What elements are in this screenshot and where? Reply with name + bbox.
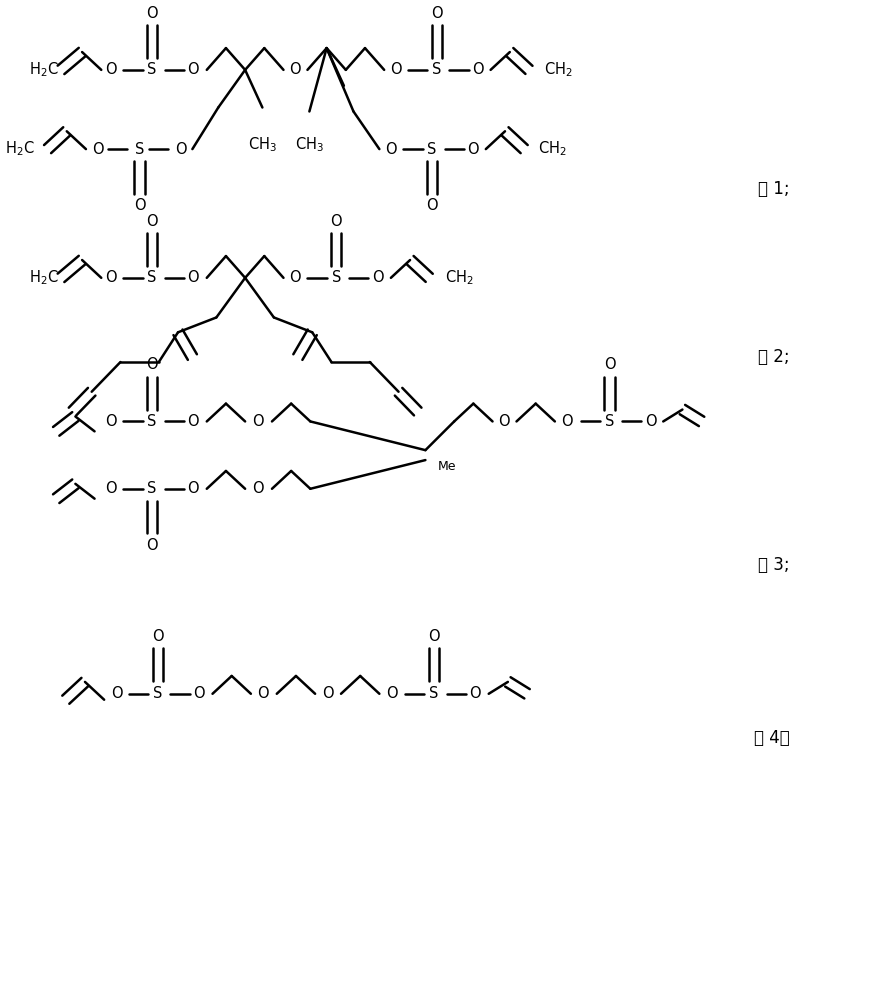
Text: O: O [146,214,158,229]
Text: O: O [105,270,117,285]
Text: S: S [604,414,613,429]
Text: Me: Me [437,460,455,473]
Text: S: S [147,270,157,285]
Text: O: O [187,270,199,285]
Text: O: O [111,686,122,701]
Text: O: O [187,414,199,429]
Text: O: O [385,686,397,701]
Text: O: O [431,6,442,21]
Text: O: O [134,198,145,213]
Text: O: O [152,629,164,644]
Text: O: O [175,142,186,157]
Text: 式 2;: 式 2; [758,348,789,366]
Text: S: S [147,62,157,77]
Text: O: O [472,62,484,77]
Text: O: O [252,481,263,496]
Text: $\mathregular{H_2C}$: $\mathregular{H_2C}$ [4,140,35,158]
Text: O: O [385,142,396,157]
Text: S: S [427,142,436,157]
Text: O: O [561,414,572,429]
Text: O: O [289,62,300,77]
Text: $\mathregular{CH_2}$: $\mathregular{CH_2}$ [544,61,572,79]
Text: O: O [92,142,104,157]
Text: S: S [429,686,439,701]
Text: S: S [431,62,441,77]
Text: O: O [644,414,656,429]
Text: $\mathregular{CH_3}$: $\mathregular{CH_3}$ [247,135,276,154]
Text: O: O [105,414,117,429]
Text: O: O [371,270,383,285]
Text: O: O [390,62,401,77]
Text: S: S [331,270,340,285]
Text: S: S [135,142,144,157]
Text: O: O [105,481,117,496]
Text: O: O [105,62,117,77]
Text: S: S [147,414,157,429]
Text: 式 1;: 式 1; [758,180,789,198]
Text: O: O [498,414,509,429]
Text: $\mathregular{CH_2}$: $\mathregular{CH_2}$ [444,268,473,287]
Text: O: O [426,198,438,213]
Text: O: O [257,686,268,701]
Text: O: O [146,357,158,372]
Text: $\mathregular{H_2C}$: $\mathregular{H_2C}$ [29,61,59,79]
Text: O: O [146,6,158,21]
Text: O: O [467,142,478,157]
Text: O: O [330,214,342,229]
Text: 式 3;: 式 3; [758,556,789,574]
Text: $\mathregular{CH_2}$: $\mathregular{CH_2}$ [537,140,566,158]
Text: S: S [147,481,157,496]
Text: O: O [289,270,300,285]
Text: O: O [187,62,199,77]
Text: O: O [603,357,615,372]
Text: $\mathregular{CH_3}$: $\mathregular{CH_3}$ [294,135,323,154]
Text: O: O [428,629,439,644]
Text: O: O [252,414,263,429]
Text: 式 4。: 式 4。 [753,729,789,747]
Text: S: S [153,686,162,701]
Text: O: O [322,686,333,701]
Text: O: O [193,686,205,701]
Text: O: O [469,686,480,701]
Text: $\mathregular{H_2C}$: $\mathregular{H_2C}$ [29,268,59,287]
Text: O: O [146,538,158,553]
Text: O: O [187,481,199,496]
